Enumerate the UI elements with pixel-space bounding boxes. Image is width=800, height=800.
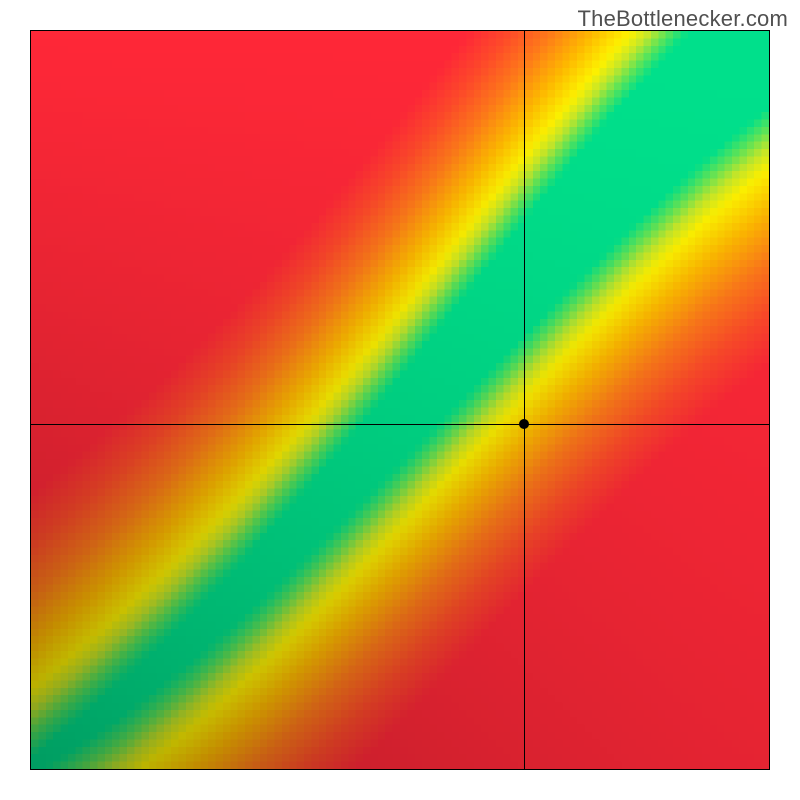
- heatmap-canvas: [31, 31, 769, 769]
- chart-container: TheBottlenecker.com: [0, 0, 800, 800]
- plot-area: [30, 30, 770, 770]
- watermark-text: TheBottlenecker.com: [578, 6, 788, 32]
